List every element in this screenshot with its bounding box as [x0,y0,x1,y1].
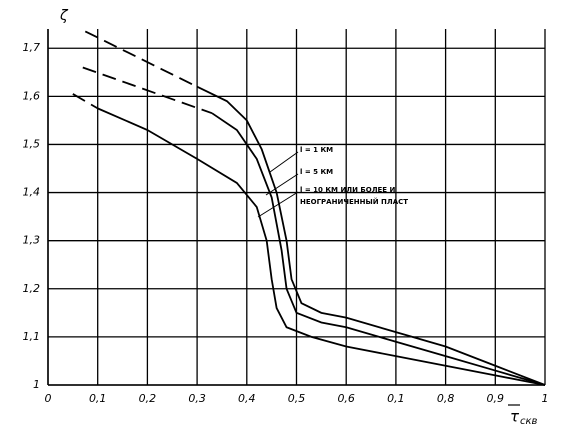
x-tick-label: 0,3 [188,392,206,405]
y-tick-label: 1,2 [23,282,41,295]
curve-label: НЕОГРАНИЧЕННЫЙ ПЛАСТ [300,197,408,206]
curve [211,112,546,386]
y-tick-label: 1,1 [23,330,41,343]
y-tick-label: 1,3 [23,234,41,247]
curve-label: l = 10 КМ ИЛИ БОЛЕЕ И [300,186,396,194]
x-tick-label: 0,8 [437,392,455,405]
x-tick-label: 0,5 [288,392,306,405]
extrapolation-line [84,30,198,88]
leader-line [265,173,299,196]
x-tick-label: 0,1 [89,392,107,405]
x-axis-label: τ [510,408,520,426]
curve-label: l = 5 КМ [300,168,333,176]
x-tick-label: 0 [45,392,52,405]
y-axis-label: ζ [59,8,69,24]
curve [196,85,546,386]
extrapolation-line [72,93,99,110]
x-tick-label: 0,1 [387,392,405,405]
y-tick-label: 1,5 [23,137,41,150]
y-tick-label: 1 [33,378,40,391]
extrapolation-line [82,66,213,115]
y-tick-label: 1,7 [23,41,41,54]
curve [97,107,546,386]
x-axis-label-sub: скв [520,416,538,427]
x-tick-label: 0,9 [487,392,505,405]
x-tick-label: 0,4 [238,392,256,405]
leader-line [257,191,299,218]
leader-line [269,151,299,173]
x-tick-label: 0,6 [337,392,355,405]
y-tick-label: 1,6 [23,89,41,102]
y-tick-label: 1,4 [23,186,41,199]
x-tick-label: 0,2 [139,392,157,405]
curve-label: l = 1 КМ [300,146,333,154]
x-tick-label: 1 [542,392,549,405]
